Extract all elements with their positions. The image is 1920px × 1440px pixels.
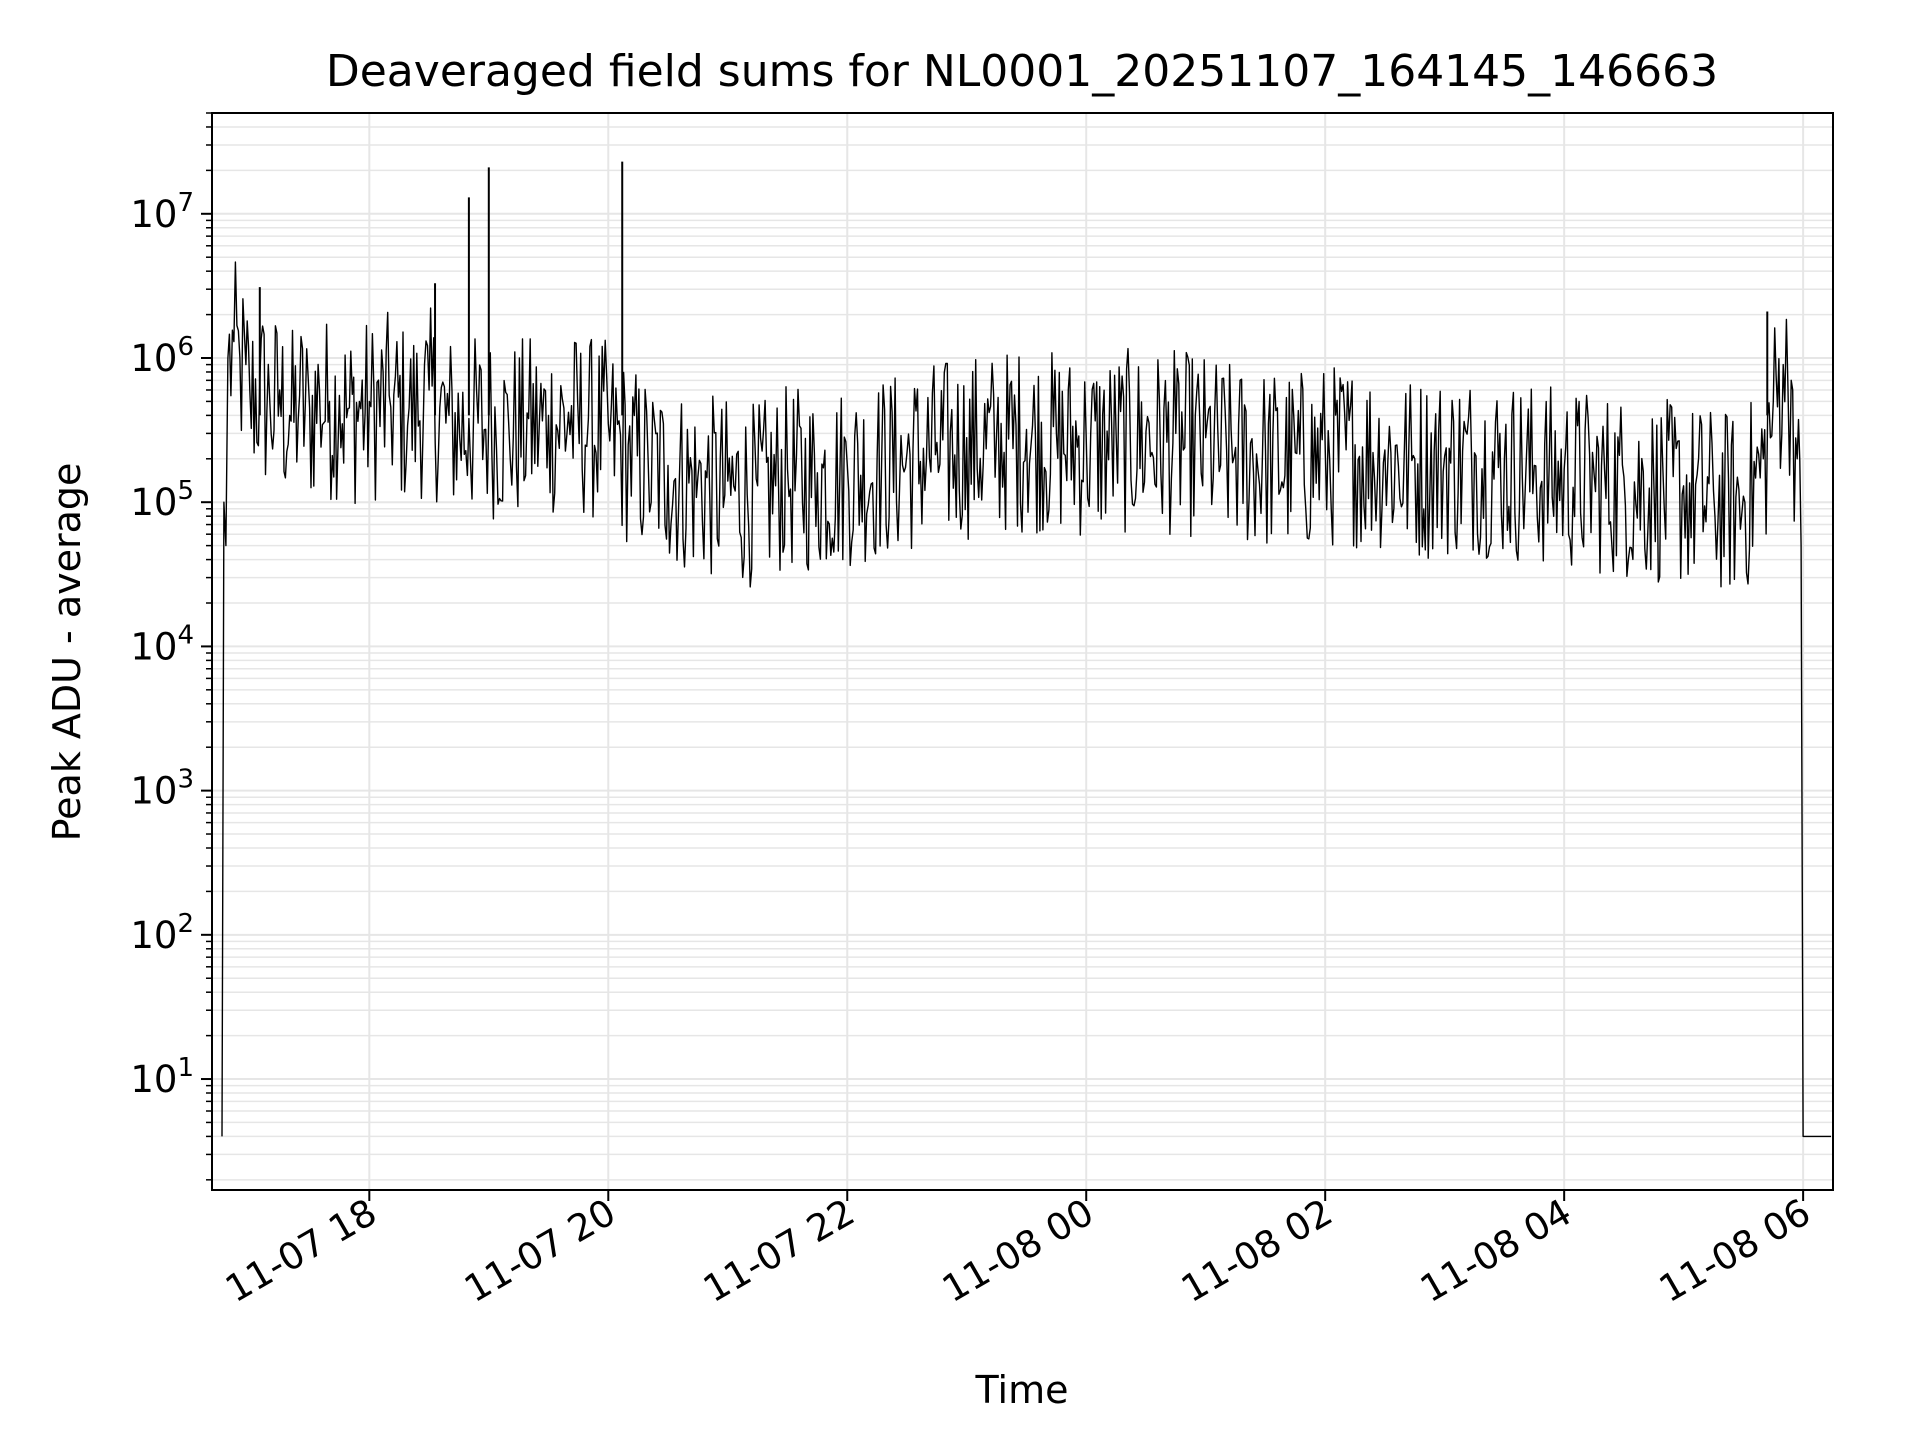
y-tick-exponent: 2 [177, 909, 194, 939]
y-tick-base: 10 [130, 193, 177, 236]
y-tick-exponent: 1 [177, 1053, 194, 1083]
y-tick-exponent: 4 [177, 620, 194, 650]
y-tick-label: 105 [130, 476, 194, 524]
y-tick-label: 104 [130, 620, 194, 668]
y-tick-base: 10 [130, 625, 177, 668]
y-tick-exponent: 6 [177, 332, 194, 362]
y-tick-label: 107 [130, 188, 194, 236]
plot-frame [211, 112, 1834, 1191]
series-line [221, 261, 1831, 1138]
y-tick-label: 102 [130, 909, 194, 957]
x-axis-label: Time [975, 1368, 1069, 1412]
y-tick-base: 10 [130, 914, 177, 957]
y-tick-exponent: 3 [177, 765, 194, 795]
y-tick-label: 106 [130, 332, 194, 380]
y-tick-label: 103 [130, 765, 194, 813]
chart-title: Deaveraged field sums for NL0001_2025110… [326, 46, 1718, 97]
y-tick-exponent: 7 [177, 188, 194, 218]
series-layer [221, 161, 1831, 1138]
y-tick-base: 10 [130, 481, 177, 524]
y-tick-label: 101 [130, 1053, 194, 1101]
y-tick-base: 10 [130, 770, 177, 813]
y-tick-base: 10 [130, 1058, 177, 1101]
y-tick-base: 10 [130, 337, 177, 380]
y-axis-label: Peak ADU - average [45, 463, 89, 842]
y-tick-exponent: 5 [177, 476, 194, 506]
